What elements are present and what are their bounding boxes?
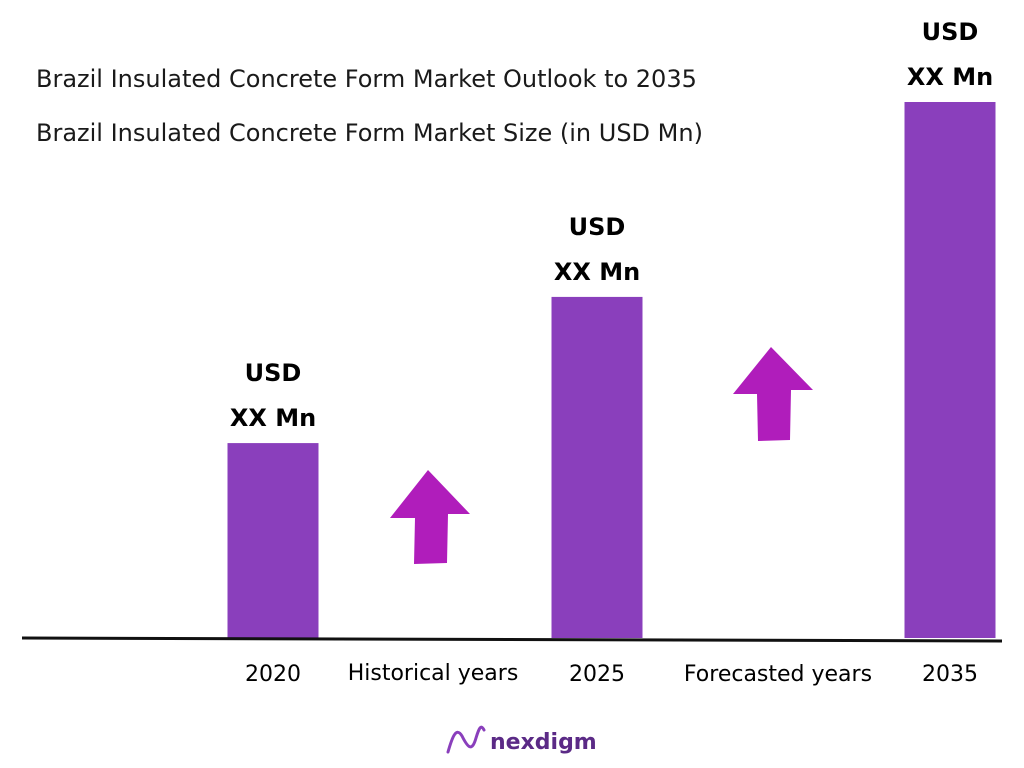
x-tick-labels: 2020 2025 2035 — [245, 662, 978, 687]
up-arrow-icon — [390, 470, 470, 564]
x-tick-label-2020: 2020 — [245, 662, 301, 687]
value-label-2025-line-2: XX Mn — [554, 258, 640, 286]
value-label-2025-line-1: USD — [569, 213, 626, 241]
value-label-2035-line-1: USD — [922, 18, 979, 46]
bar-2035 — [904, 102, 996, 638]
value-labels: USD XX Mn USD XX Mn USD XX Mn — [230, 18, 993, 432]
x-axis — [21, 636, 1003, 643]
chart-subtitle: Brazil Insulated Concrete Form Market Si… — [36, 119, 703, 147]
up-arrow-icon — [733, 347, 813, 441]
value-label-2020-line-2: XX Mn — [230, 404, 316, 432]
period-label-forecast: Forecasted years — [684, 662, 872, 687]
x-tick-label-2025: 2025 — [569, 662, 625, 687]
x-tick-label-2035: 2035 — [922, 662, 978, 687]
brand-logo: nexdigm — [446, 725, 597, 755]
bars — [227, 102, 996, 638]
growth-arrow-icon — [390, 347, 813, 564]
brand-name: nexdigm — [490, 730, 597, 755]
value-label-2035-line-2: XX Mn — [907, 63, 993, 91]
value-label-2020-line-1: USD — [245, 359, 302, 387]
nexdigm-logo-icon — [446, 725, 486, 754]
bar-2025 — [551, 296, 643, 638]
chart-title: Brazil Insulated Concrete Form Market Ou… — [36, 65, 697, 93]
period-label-historical: Historical years — [348, 661, 519, 686]
bar-2020 — [227, 443, 319, 638]
